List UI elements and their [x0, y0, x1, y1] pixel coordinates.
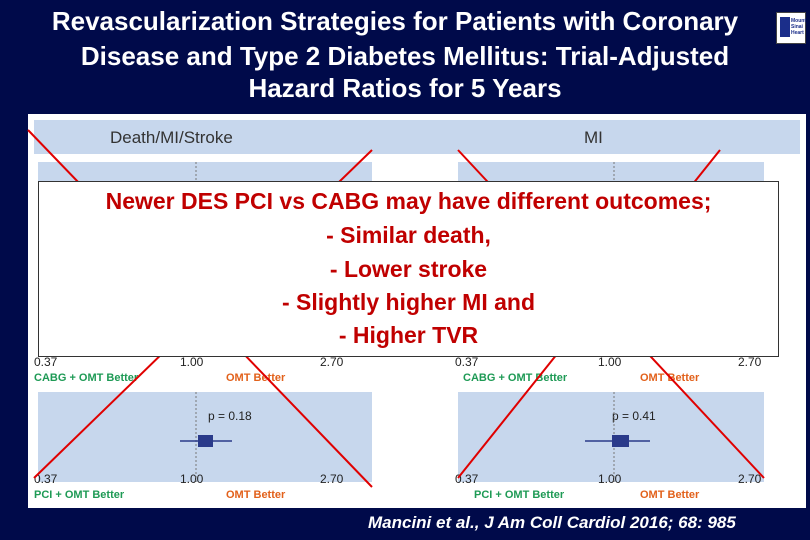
- right-lower-tick-max: 2.70: [738, 472, 762, 486]
- right-upper-tick-mid: 1.00: [598, 355, 622, 369]
- left-upper-tick-min: 0.37: [34, 355, 58, 369]
- callout-line-1: Newer DES PCI vs CABG may have different…: [105, 188, 712, 214]
- title-line-3: Hazard Ratios for 5 Years: [248, 73, 562, 103]
- right-upper-tick-min: 0.37: [455, 355, 479, 369]
- right-lower-omt-better-label: OMT Better: [640, 489, 700, 501]
- figure-header-bar: [34, 120, 800, 154]
- right-point-estimate: [612, 435, 629, 447]
- right-p-value: p = 0.41: [612, 409, 656, 423]
- mount-sinai-logo: Mount Sinai Heart: [776, 12, 806, 44]
- citation: Mancini et al., J Am Coll Cardiol 2016; …: [368, 513, 736, 532]
- shield-icon: [780, 17, 790, 37]
- left-lower-tick-max: 2.70: [320, 472, 344, 486]
- left-upper-tick-mid: 1.00: [180, 355, 204, 369]
- right-upper-tick-max: 2.70: [738, 355, 762, 369]
- left-lower-tick-min: 0.37: [34, 472, 58, 486]
- left-upper-tick-max: 2.70: [320, 355, 344, 369]
- right-panel-header: MI: [584, 128, 603, 147]
- logo-text: Mount Sinai Heart: [791, 18, 806, 36]
- callout-line-3: - Lower stroke: [329, 256, 488, 282]
- callout-box: Newer DES PCI vs CABG may have different…: [38, 181, 779, 357]
- right-lower-tick-mid: 1.00: [598, 472, 622, 486]
- callout-line-2: - Similar death,: [326, 222, 491, 248]
- slide-title: Revascularization Strategies for Patient…: [0, 0, 810, 112]
- right-pci-better-label: PCI + OMT Better: [474, 489, 565, 501]
- title-line-1: Revascularization Strategies for Patient…: [51, 6, 739, 36]
- title-line-2: Disease and Type 2 Diabetes Mellitus: Tr…: [80, 41, 730, 71]
- footer-bar: [0, 509, 810, 540]
- left-lower-tick-mid: 1.00: [180, 472, 204, 486]
- left-p-value: p = 0.18: [208, 409, 252, 423]
- left-cabg-better-label: CABG + OMT Better: [34, 372, 139, 384]
- left-pci-better-label: PCI + OMT Better: [34, 489, 125, 501]
- left-point-estimate: [198, 435, 213, 447]
- callout-line-4: - Slightly higher MI and: [282, 289, 535, 315]
- left-panel-header: Death/MI/Stroke: [110, 128, 233, 147]
- left-lower-omt-better-label: OMT Better: [226, 489, 286, 501]
- right-lower-plot: [458, 392, 764, 482]
- callout-line-5: - Higher TVR: [338, 322, 479, 348]
